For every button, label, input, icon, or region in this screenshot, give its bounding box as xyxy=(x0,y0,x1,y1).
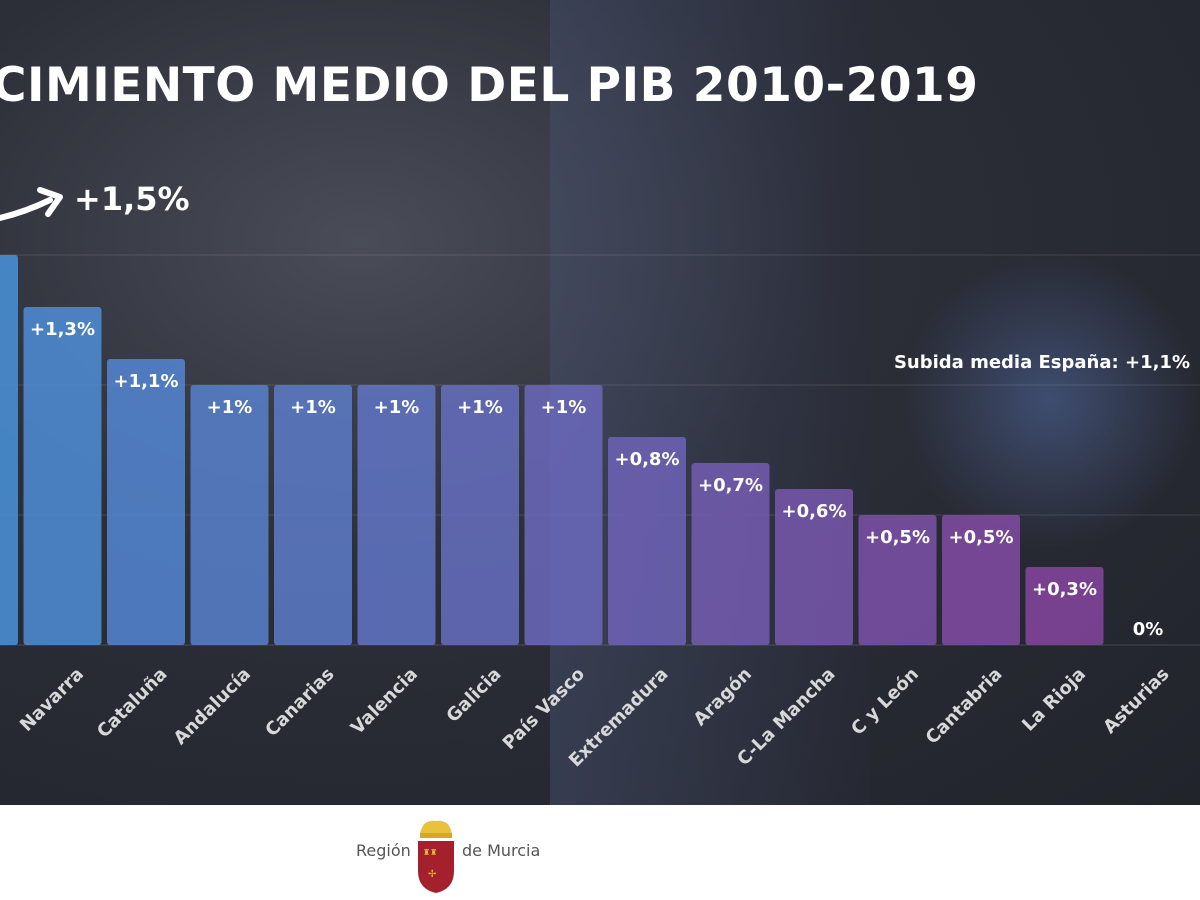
data-label: +1,1% xyxy=(113,371,178,392)
bar xyxy=(441,385,519,645)
data-label: +0,5% xyxy=(865,527,930,548)
bar xyxy=(1025,567,1104,645)
bar xyxy=(524,385,603,645)
category-label: Cantabria xyxy=(922,664,1007,749)
arrow-head-icon xyxy=(37,187,63,217)
bar xyxy=(942,515,1020,645)
data-label: +1% xyxy=(374,397,420,418)
bar xyxy=(775,489,853,645)
data-label: +1% xyxy=(290,397,336,418)
category-label: Cataluña xyxy=(93,664,172,743)
svg-text:✢: ✢ xyxy=(428,869,436,880)
chart-area: +1,3% Navarra +1,1% Cataluña +1% Andalucía +1%… xyxy=(0,0,1200,805)
average-annotation: Subida media España: +1,1% xyxy=(893,352,1190,373)
data-label: +1% xyxy=(457,397,503,418)
data-label: +1,3% xyxy=(30,319,95,340)
murcia-coat-of-arms-logo: ♜♜ ✢ xyxy=(418,820,454,893)
category-label: Asturias xyxy=(1099,664,1173,738)
data-label: 0% xyxy=(1133,619,1164,640)
category-label: Valencia xyxy=(347,664,422,739)
bar xyxy=(691,463,770,645)
category-label: La Rioja xyxy=(1018,664,1090,736)
category-label: País Vasco xyxy=(499,664,589,754)
bar xyxy=(274,385,352,645)
data-label: +0,5% xyxy=(948,527,1013,548)
bar xyxy=(0,255,18,645)
bar xyxy=(23,307,102,645)
bar xyxy=(357,385,436,645)
svg-text:♜♜: ♜♜ xyxy=(423,848,437,857)
chart-title: CIMIENTO MEDIO DEL PIB 2010-2019 xyxy=(0,58,979,113)
category-label: Navarra xyxy=(16,664,88,736)
bar xyxy=(190,385,269,645)
category-label: Andalucía xyxy=(170,664,255,749)
data-label: +0,7% xyxy=(698,475,763,496)
category-label: Aragón xyxy=(690,664,756,730)
bar xyxy=(608,437,686,645)
footer-text-right: de Murcia xyxy=(462,841,541,860)
bar xyxy=(107,359,185,645)
category-label: Galicia xyxy=(442,664,505,727)
data-label: +0,8% xyxy=(614,449,679,470)
category-label: C y León xyxy=(847,664,923,740)
footer: Región ♜♜ ✢ de Murcia xyxy=(0,805,1200,900)
footer-text-left: Región xyxy=(356,841,411,860)
data-label: +1% xyxy=(207,397,253,418)
background-blur xyxy=(550,0,870,805)
bar-chart: +1,3% Navarra +1,1% Cataluña +1% Andalucía +1%… xyxy=(0,187,1174,772)
data-label: +0,6% xyxy=(781,501,846,522)
highlight-value-label: +1,5% xyxy=(74,180,190,218)
category-label: Canarias xyxy=(261,664,338,741)
bar xyxy=(858,515,937,645)
data-label: +1% xyxy=(541,397,587,418)
arrow-icon xyxy=(0,197,53,221)
data-label: +0,3% xyxy=(1032,579,1097,600)
background-blur xyxy=(900,250,1200,550)
